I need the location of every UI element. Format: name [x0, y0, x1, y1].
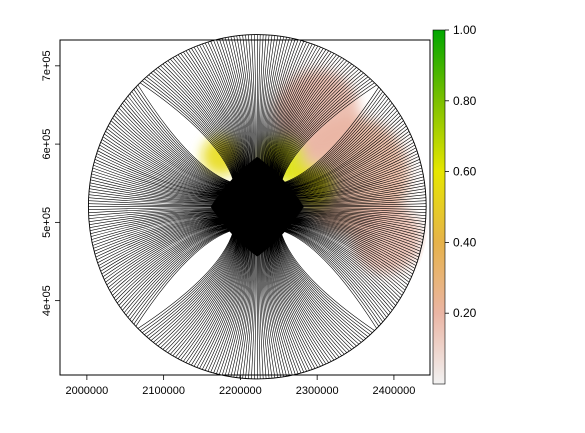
x-tick-label: 2300000 — [296, 385, 339, 397]
legend-tick-label: 0.20 — [453, 306, 477, 320]
legend-tick-label: 0.40 — [453, 235, 477, 249]
x-tick-label: 2100000 — [142, 385, 185, 397]
x-axis: 2000000 2100000 2200000 2300000 2400000 — [65, 374, 416, 397]
color-legend: 0.20 0.40 0.60 0.80 1.00 — [432, 23, 477, 385]
dense-core — [210, 156, 304, 257]
line-network — [87, 34, 427, 380]
network-spokes — [88, 34, 427, 379]
legend-tick-label: 0.80 — [453, 94, 477, 108]
y-axis: 4e+05 5e+05 6e+05 7e+05 — [41, 50, 60, 316]
legend-tick-label: 1.00 — [453, 23, 477, 37]
x-tick-label: 2000000 — [65, 385, 108, 397]
y-tick-label: 7e+05 — [41, 50, 53, 81]
core-mass — [210, 156, 304, 257]
legend-color-bar — [432, 29, 446, 385]
y-tick-label: 5e+05 — [41, 207, 53, 238]
legend-tick-label: 0.60 — [453, 165, 477, 179]
x-tick-label: 2400000 — [373, 385, 416, 397]
y-tick-label: 4e+05 — [41, 285, 53, 316]
y-tick-label: 6e+05 — [41, 129, 53, 160]
x-tick-label: 2200000 — [219, 385, 262, 397]
network-outer-ring — [87, 34, 427, 380]
